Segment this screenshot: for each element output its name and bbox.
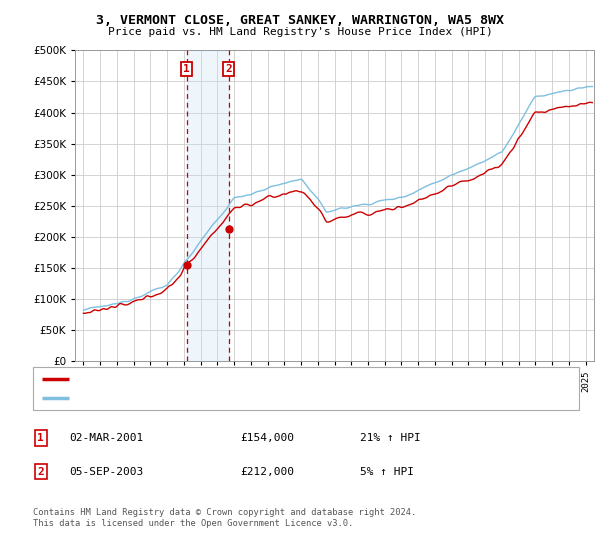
- Text: 3, VERMONT CLOSE, GREAT SANKEY, WARRINGTON, WA5 8WX (detached house): 3, VERMONT CLOSE, GREAT SANKEY, WARRINGT…: [72, 374, 472, 384]
- Text: 05-SEP-2003: 05-SEP-2003: [69, 466, 143, 477]
- Text: £154,000: £154,000: [240, 433, 294, 443]
- Text: 5% ↑ HPI: 5% ↑ HPI: [360, 466, 414, 477]
- Text: 02-MAR-2001: 02-MAR-2001: [69, 433, 143, 443]
- Text: £212,000: £212,000: [240, 466, 294, 477]
- Text: 1: 1: [37, 433, 44, 443]
- Text: 1: 1: [183, 64, 190, 74]
- Text: HPI: Average price, detached house, Warrington: HPI: Average price, detached house, Warr…: [72, 393, 342, 403]
- Bar: [187, 50, 229, 361]
- Text: 2: 2: [225, 64, 232, 74]
- Text: 21% ↑ HPI: 21% ↑ HPI: [360, 433, 421, 443]
- Text: Contains HM Land Registry data © Crown copyright and database right 2024.
This d: Contains HM Land Registry data © Crown c…: [33, 508, 416, 528]
- Text: Price paid vs. HM Land Registry's House Price Index (HPI): Price paid vs. HM Land Registry's House …: [107, 27, 493, 37]
- Text: 3, VERMONT CLOSE, GREAT SANKEY, WARRINGTON, WA5 8WX: 3, VERMONT CLOSE, GREAT SANKEY, WARRINGT…: [96, 14, 504, 27]
- Text: 2: 2: [37, 466, 44, 477]
